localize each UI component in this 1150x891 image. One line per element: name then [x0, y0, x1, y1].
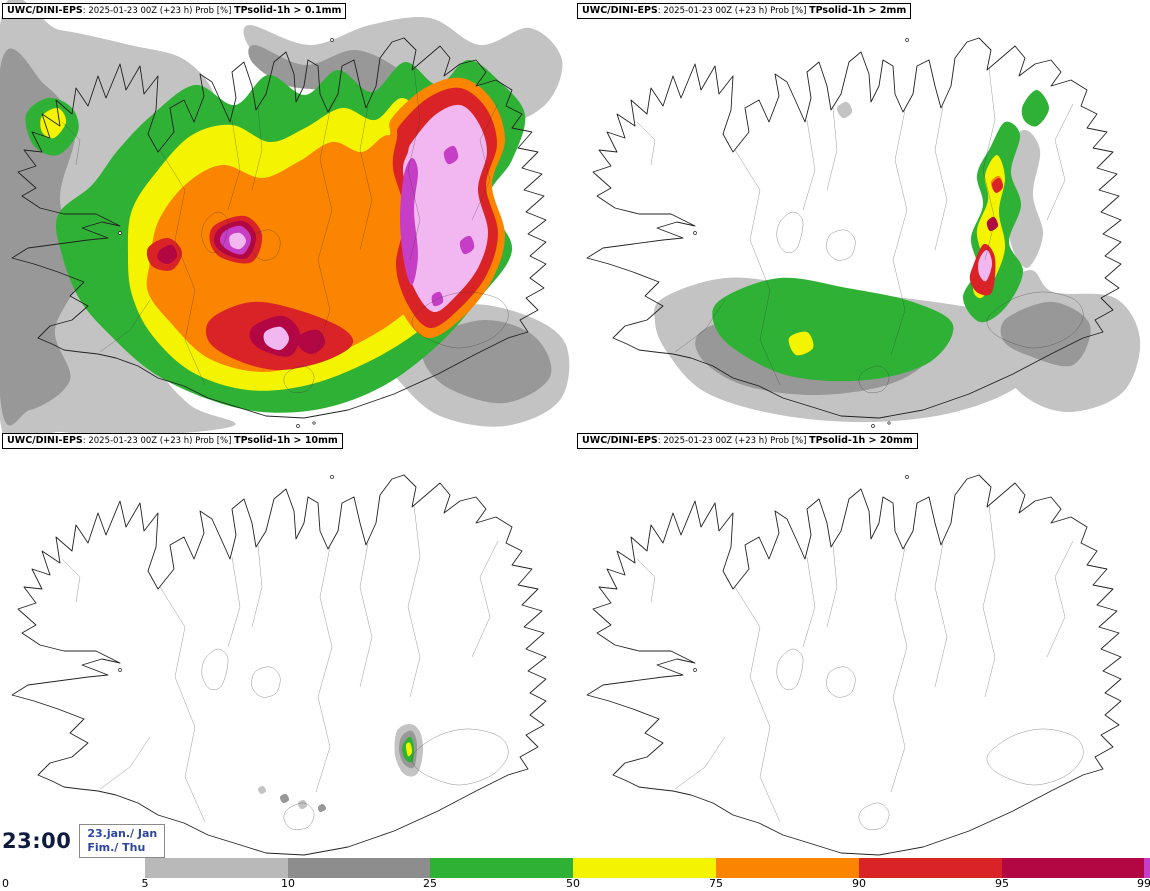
map-panel-tpsolid-10mm: UWC/DINI-EPS: 2025-01-23 00Z (+23 h) Pro… — [0, 433, 575, 874]
colorbar-segment-90-95 — [859, 858, 1002, 878]
colorbar-tick-labels: 0 5 10 25 50 75 90 95 99 — [0, 877, 1150, 891]
colorbar-tick-label: 75 — [709, 877, 723, 890]
model-name: UWC/DINI-EPS — [582, 5, 658, 16]
map-panel-tpsolid-0.1mm: UWC/DINI-EPS: 2025-01-23 00Z (+23 h) Pro… — [0, 0, 575, 437]
valid-time: 23:00 — [2, 829, 72, 853]
colorbar-segment-50-75 — [573, 858, 716, 878]
colorbar-tick-label: 95 — [995, 877, 1009, 890]
colorbar-segment-99+ — [1144, 858, 1150, 878]
panel-title: UWC/DINI-EPS: 2025-01-23 00Z (+23 h) Pro… — [577, 433, 918, 449]
map-panel-tpsolid-2mm: UWC/DINI-EPS: 2025-01-23 00Z (+23 h) Pro… — [575, 0, 1150, 437]
threshold-label: TPsolid-1h > 0.1mm — [234, 5, 342, 16]
model-name: UWC/DINI-EPS — [582, 435, 658, 446]
colorbar-segment-25-50 — [430, 858, 573, 878]
run-info: : 2025-01-23 00Z (+23 h) Prob [%] — [657, 436, 810, 446]
threshold-label: TPsolid-1h > 10mm — [234, 435, 338, 446]
iceland-map-20mm — [586, 474, 1122, 865]
iceland-map-10mm — [11, 474, 547, 865]
run-info: : 2025-01-23 00Z (+23 h) Prob [%] — [82, 6, 235, 16]
map-panel-tpsolid-20mm: UWC/DINI-EPS: 2025-01-23 00Z (+23 h) Pro… — [575, 433, 1150, 874]
colorbar-tick-label: 5 — [141, 877, 149, 890]
colorbar-tick-label: 90 — [852, 877, 866, 890]
run-info: : 2025-01-23 00Z (+23 h) Prob [%] — [82, 436, 235, 446]
colorbar-segment-75-90 — [716, 858, 859, 878]
colorbar-tick-label: 10 — [281, 877, 295, 890]
panel-title: UWC/DINI-EPS: 2025-01-23 00Z (+23 h) Pro… — [2, 433, 343, 449]
valid-time-block: 23:00 23.jan./ Jan Fim./ Thu — [2, 824, 166, 858]
valid-date-box: 23.jan./ Jan Fim./ Thu — [79, 824, 166, 858]
panel-title: UWC/DINI-EPS: 2025-01-23 00Z (+23 h) Pro… — [2, 3, 347, 19]
iceland-map-2mm — [586, 37, 1141, 428]
colorbar-segment-10-25 — [288, 858, 430, 878]
probability-colorbar — [0, 858, 1150, 878]
model-name: UWC/DINI-EPS — [7, 5, 83, 16]
model-name: UWC/DINI-EPS — [7, 435, 83, 446]
colorbar-segment-5-10 — [145, 858, 288, 878]
colorbar-tick-label: 0 — [2, 877, 9, 890]
threshold-label: TPsolid-1h > 2mm — [809, 5, 907, 16]
iceland-map-0.1mm — [0, 0, 570, 437]
run-info: : 2025-01-23 00Z (+23 h) Prob [%] — [657, 6, 810, 16]
panel-title: UWC/DINI-EPS: 2025-01-23 00Z (+23 h) Pro… — [577, 3, 912, 19]
valid-day: Fim./ Thu — [87, 841, 146, 854]
colorbar-tick-label: 50 — [566, 877, 580, 890]
colorbar-tick-label: 99 — [1137, 877, 1150, 890]
colorbar-tick-label: 25 — [423, 877, 437, 890]
threshold-label: TPsolid-1h > 20mm — [809, 435, 913, 446]
colorbar-segment-95-99 — [1002, 858, 1144, 878]
valid-date: 23.jan./ Jan — [87, 827, 158, 840]
